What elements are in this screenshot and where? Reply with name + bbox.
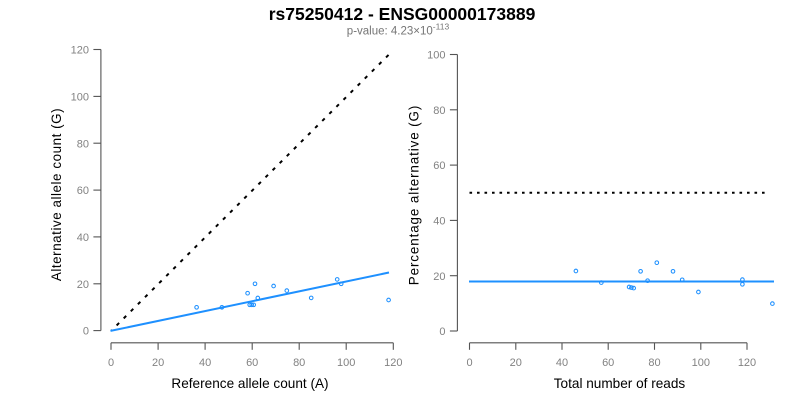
svg-text:40: 40 bbox=[77, 232, 89, 244]
svg-text:100: 100 bbox=[337, 357, 355, 369]
svg-text:120: 120 bbox=[71, 45, 89, 57]
svg-text:Percentage alternative (G): Percentage alternative (G) bbox=[407, 105, 422, 285]
svg-text:20: 20 bbox=[77, 279, 89, 291]
svg-text:100: 100 bbox=[71, 92, 89, 104]
svg-text:0: 0 bbox=[439, 326, 445, 338]
svg-text:0: 0 bbox=[466, 357, 472, 369]
svg-text:Reference allele count (A): Reference allele count (A) bbox=[171, 376, 328, 391]
svg-text:100: 100 bbox=[427, 50, 445, 62]
svg-text:Alternative allele count (G): Alternative allele count (G) bbox=[49, 108, 64, 281]
svg-text:Total number of reads: Total number of reads bbox=[554, 376, 686, 391]
svg-text:20: 20 bbox=[152, 357, 164, 369]
svg-text:80: 80 bbox=[648, 357, 660, 369]
svg-text:0: 0 bbox=[108, 357, 114, 369]
svg-text:80: 80 bbox=[293, 357, 305, 369]
svg-text:60: 60 bbox=[602, 357, 614, 369]
svg-text:80: 80 bbox=[433, 105, 445, 117]
svg-text:60: 60 bbox=[246, 357, 258, 369]
svg-text:60: 60 bbox=[433, 160, 445, 172]
svg-text:0: 0 bbox=[83, 326, 89, 338]
svg-text:120: 120 bbox=[384, 357, 402, 369]
svg-text:p-value: 4.23×10-113: p-value: 4.23×10-113 bbox=[347, 22, 450, 38]
svg-text:40: 40 bbox=[556, 357, 568, 369]
svg-text:60: 60 bbox=[77, 185, 89, 197]
svg-text:20: 20 bbox=[433, 271, 445, 283]
svg-text:100: 100 bbox=[692, 357, 710, 369]
svg-text:40: 40 bbox=[433, 216, 445, 228]
svg-text:120: 120 bbox=[738, 357, 756, 369]
svg-text:40: 40 bbox=[199, 357, 211, 369]
svg-text:rs75250412 - ENSG00000173889: rs75250412 - ENSG00000173889 bbox=[269, 4, 536, 24]
svg-text:20: 20 bbox=[510, 357, 522, 369]
svg-text:80: 80 bbox=[77, 138, 89, 150]
